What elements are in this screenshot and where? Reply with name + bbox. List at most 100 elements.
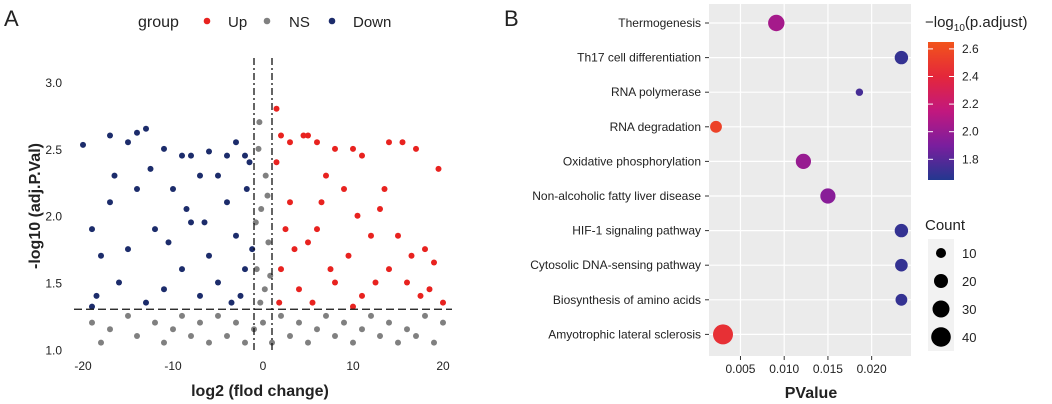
down-point (161, 145, 167, 152)
category-label: HIF-1 signaling pathway (572, 224, 701, 238)
legend-up-marker (203, 17, 211, 25)
colorbar-tick-label: 1.8 (962, 152, 979, 166)
ns-point (287, 333, 293, 339)
enrichment-point (710, 120, 722, 133)
up-point (368, 232, 374, 239)
up-point (309, 299, 316, 306)
ns-point (278, 312, 284, 319)
ns-point (107, 326, 113, 333)
up-point (291, 246, 298, 253)
down-point (179, 152, 185, 159)
down-point (89, 226, 95, 233)
ns-point (314, 326, 320, 333)
enrichment-point (768, 14, 785, 32)
panel-a-y-tick-label: 3.0 (45, 76, 62, 90)
ns-point (170, 326, 176, 333)
up-point (404, 279, 410, 286)
up-point (327, 266, 334, 273)
ns-point (368, 312, 374, 319)
up-point (273, 159, 280, 166)
ns-point (440, 319, 446, 326)
threshold-lines (74, 58, 452, 352)
up-point (359, 292, 365, 299)
category-label: Biosynthesis of amino acids (553, 293, 701, 307)
ns-point (260, 319, 266, 326)
ns-point (188, 333, 194, 339)
down-point (111, 172, 118, 179)
up-point (413, 145, 419, 152)
down-point (89, 303, 95, 310)
ns-point (332, 333, 338, 339)
panel-b-x-tick-label: 0.005 (725, 362, 755, 376)
panel-b-plot-background (709, 4, 911, 356)
up-point (381, 186, 388, 192)
enrichment-point (713, 324, 733, 345)
panel-b-x-tick-label: 0.010 (769, 362, 799, 376)
up-point (399, 139, 406, 146)
colorbar-tick-label: 2.0 (962, 125, 979, 139)
down-point (125, 139, 131, 146)
panel-a-x-tick-label: -20 (74, 359, 92, 373)
up-point (350, 303, 356, 310)
ns-point (269, 339, 275, 346)
down-point (228, 299, 235, 306)
ns-point (413, 333, 419, 339)
ns-point (215, 312, 221, 319)
down-point (233, 232, 239, 239)
legend-ns-label: NS (289, 14, 310, 31)
enrichment-point (855, 88, 864, 96)
down-point (147, 165, 154, 172)
down-point (125, 246, 131, 253)
size-legend-marker (936, 248, 946, 258)
ns-point (134, 333, 140, 339)
ns-point (264, 192, 271, 199)
colorbar-gradient (928, 42, 954, 180)
up-point (273, 105, 280, 112)
enrichment-point (895, 258, 908, 272)
panel-a-legend: group Up NS Down (138, 14, 391, 31)
colorbar-title-suffix: (p.adjust) (965, 14, 1028, 31)
ns-point (255, 145, 262, 152)
up-point (341, 186, 347, 192)
down-point (161, 286, 167, 293)
ns-point (323, 312, 329, 319)
down-point (249, 246, 256, 253)
down-point (224, 199, 230, 206)
down-point (243, 186, 250, 192)
up-point (305, 132, 311, 139)
up-point (296, 286, 302, 293)
panel-b: B Thermogenesis Th17 cell differentiation… (504, 4, 1027, 402)
ns-point (422, 312, 428, 319)
enrichment-point (795, 153, 812, 169)
up-point (417, 292, 424, 299)
ns-point (206, 339, 212, 346)
ns-point (377, 333, 383, 339)
ns-point (197, 319, 203, 326)
size-legend-marker (932, 300, 950, 318)
up-point (314, 139, 320, 146)
ns-point (258, 206, 265, 212)
panel-b-points (710, 14, 909, 345)
down-point (242, 152, 248, 159)
ns-point (242, 339, 248, 346)
up-point (422, 246, 428, 253)
up-point (350, 145, 356, 152)
ns-point (296, 319, 302, 326)
panel-a-label: A (4, 6, 19, 31)
up-point (359, 152, 365, 159)
ns-point (350, 339, 356, 346)
legend-down-marker (328, 17, 336, 25)
size-legend-marker (934, 274, 948, 288)
panel-b-x-axis-title: PValue (785, 385, 838, 402)
up-point (305, 239, 311, 246)
panel-a-y-tick-label: 2.0 (45, 210, 62, 224)
panel-b-x-tick-label: 0.020 (857, 362, 887, 376)
ns-point (98, 339, 104, 346)
down-point (183, 206, 190, 212)
panel-a-x-axis-title: log2 (flod change) (191, 383, 329, 400)
up-point (435, 165, 442, 172)
enrichment-point (895, 293, 908, 306)
legend-down-label: Down (353, 14, 391, 31)
ns-points (89, 119, 446, 346)
